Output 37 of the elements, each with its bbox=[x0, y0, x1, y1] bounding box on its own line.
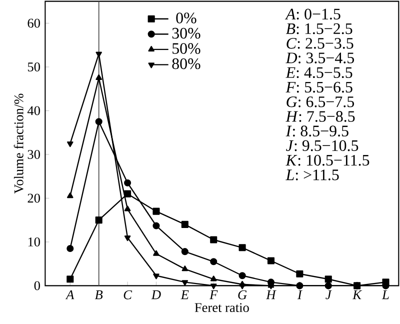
y-tick-label: 10 bbox=[28, 237, 40, 246]
legend-label: 80% bbox=[172, 58, 200, 70]
y-tick-label: 0 bbox=[34, 281, 40, 290]
x-tick-label: G bbox=[238, 290, 247, 300]
annotation: I: 8.5−9.5 bbox=[286, 126, 348, 136]
x-tick-label: F bbox=[209, 290, 218, 299]
x-tick-label: E bbox=[180, 290, 189, 299]
legend-label: 0% bbox=[176, 12, 196, 24]
x-tick-label: A bbox=[65, 290, 74, 300]
x-tick-label: K bbox=[352, 290, 362, 299]
annotation: B: 1.5−2.5 bbox=[286, 23, 352, 34]
x-tick-label: B bbox=[94, 290, 103, 300]
y-tick-label: 50 bbox=[28, 62, 40, 72]
annotation: A: 0−1.5 bbox=[284, 8, 340, 20]
annotation: G: 6.5−7.5 bbox=[286, 96, 354, 108]
annotation: K: 10.5−11.5 bbox=[286, 154, 370, 166]
y-tick-label: 30 bbox=[28, 150, 40, 159]
x-tick-label: I bbox=[297, 290, 302, 299]
y-tick-label: 40 bbox=[27, 106, 40, 116]
annotation: C: 2.5−3.5 bbox=[286, 38, 354, 49]
annotation: F: 5.5−6.5 bbox=[286, 82, 352, 93]
x-tick-label: C bbox=[124, 290, 132, 300]
annotation: E: 4.5−5.5 bbox=[286, 67, 352, 78]
annotation: J: 9.5−10.5 bbox=[286, 140, 358, 151]
x-tick-label: D bbox=[151, 290, 161, 300]
y-tick-label: 60 bbox=[28, 18, 40, 28]
annotation: L: >11.5 bbox=[286, 169, 339, 180]
x-tick-label: L bbox=[382, 290, 389, 299]
x-axis-title: Feret ratio bbox=[194, 303, 249, 312]
y-tick-label: 20 bbox=[28, 194, 40, 203]
legend-label: 30% bbox=[172, 28, 200, 39]
x-tick-label: H bbox=[266, 290, 276, 299]
annotation: D: 3.5−4.5 bbox=[286, 52, 354, 64]
legend-label: 50% bbox=[172, 43, 200, 54]
annotation: H: 7.5−8.5 bbox=[286, 110, 355, 122]
x-tick-label: J bbox=[326, 290, 332, 300]
y-axis-title: Volume fraction/% bbox=[14, 94, 24, 194]
